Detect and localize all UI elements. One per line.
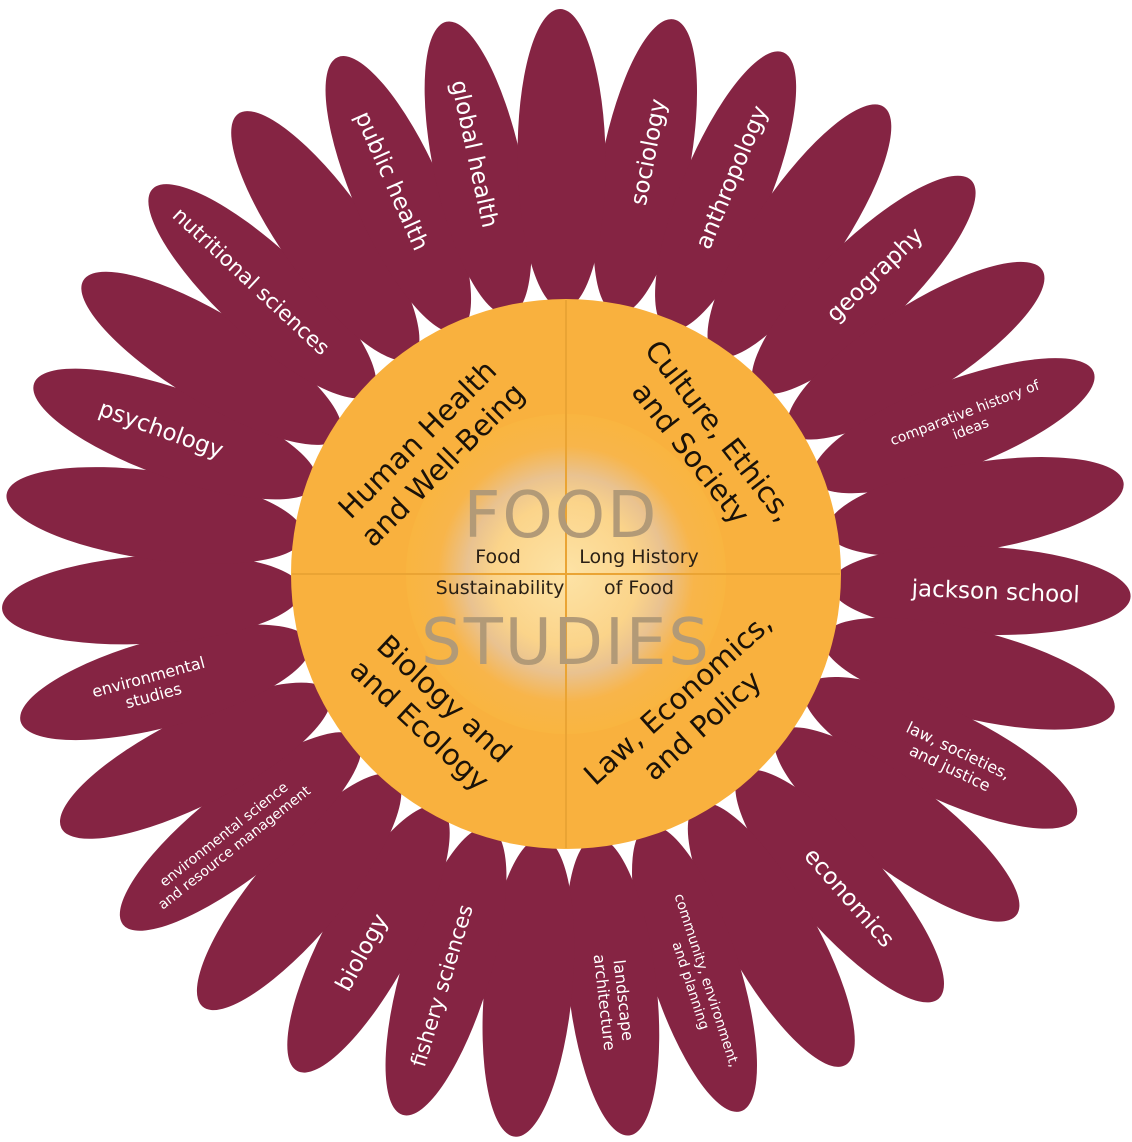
center-title-food: FOOD (464, 479, 659, 553)
petal-25 (81, 271, 342, 445)
petal-30 (517, 9, 606, 309)
petal-geography (751, 175, 976, 395)
petal-6 (827, 457, 1124, 557)
petal-15 (482, 837, 575, 1137)
petal-18 (196, 773, 402, 1011)
petal-nutritional-sciences (148, 184, 377, 399)
petal-fishery-sciences (385, 827, 507, 1116)
center-title-studies: STUDIES (421, 606, 711, 680)
petal-4 (787, 261, 1045, 440)
center-food-label: Food (475, 546, 521, 568)
petal-10 (774, 727, 1020, 922)
petal-12 (687, 802, 855, 1067)
petal-psychology (33, 368, 318, 500)
petal-landscape-architecture (565, 837, 660, 1136)
petal-8 (822, 617, 1115, 730)
petal-environmental-science-and-resource-management (119, 732, 362, 931)
petals-group (2, 9, 1131, 1137)
petal-community-environment-and-planning (632, 825, 757, 1112)
petal-2 (707, 104, 892, 358)
petal-economics (735, 769, 945, 1003)
center-long-history-label: Long History (579, 546, 699, 568)
petal-jackson-school (830, 546, 1131, 635)
petal-22 (2, 554, 302, 645)
petal-27 (231, 111, 420, 361)
petal-sociology (593, 19, 698, 315)
center-sustainability-label: Sustainability (436, 577, 565, 599)
center-of-food-label: of Food (604, 577, 674, 599)
petal-anthropology (655, 51, 797, 331)
petal-comparative-history-of-ideas (812, 358, 1095, 494)
petal-public-health (325, 56, 472, 333)
petal-global-health (424, 21, 532, 316)
petal-biology (287, 805, 450, 1073)
petal-law-societies-and-justice (803, 676, 1078, 829)
petal-20 (59, 682, 331, 839)
petal-environmental-studies (20, 624, 311, 741)
